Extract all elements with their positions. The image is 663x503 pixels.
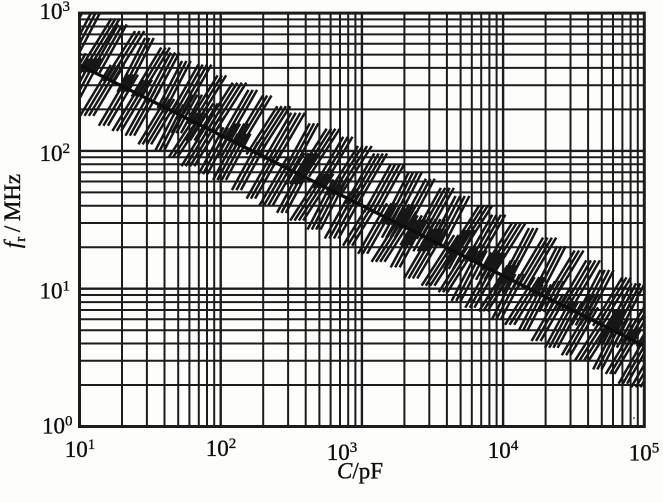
svg-text:C/pF: C/pF: [337, 459, 383, 484]
svg-text:fr / MHz: fr / MHz: [0, 174, 29, 248]
